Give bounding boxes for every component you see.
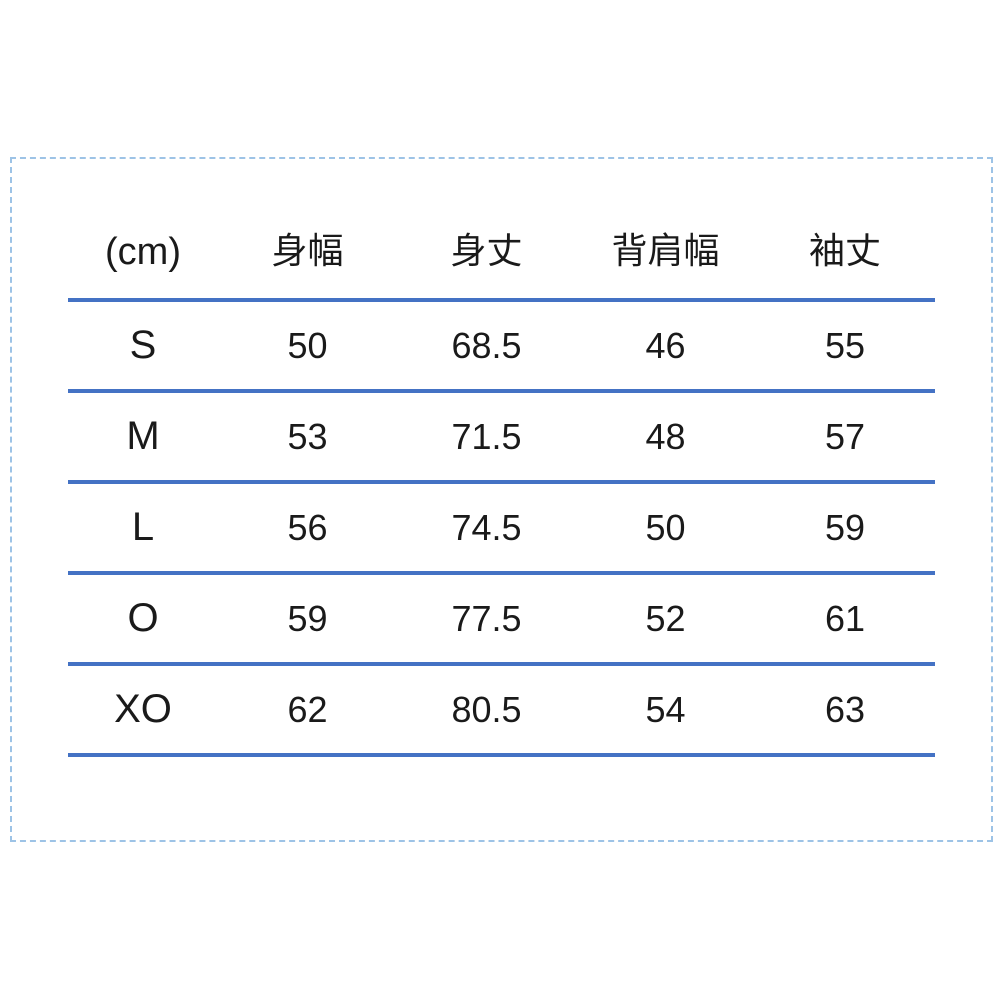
size-chart-table: (cm) 身幅 身丈 背肩幅 袖丈 S 50 68.5 46 55 M 53 [68, 157, 935, 757]
cell-m-body-width: 53 [218, 391, 397, 484]
cell-s-sleeve-length: 55 [755, 300, 935, 393]
size-label: M [68, 391, 218, 484]
column-header-body-length: 身丈 [397, 157, 576, 302]
cell-s-shoulder-width: 46 [576, 300, 755, 393]
cell-s-body-length: 68.5 [397, 300, 576, 393]
cell-l-body-length: 74.5 [397, 482, 576, 575]
cell-o-sleeve-length: 61 [755, 573, 935, 666]
size-label: S [68, 300, 218, 393]
column-header-shoulder-width: 背肩幅 [576, 157, 755, 302]
size-label: L [68, 482, 218, 575]
table-row-s: S 50 68.5 46 55 [68, 300, 935, 393]
cell-l-sleeve-length: 59 [755, 482, 935, 575]
cell-xo-body-width: 62 [218, 664, 397, 757]
cell-o-body-width: 59 [218, 573, 397, 666]
table-row-xo: XO 62 80.5 54 63 [68, 664, 935, 757]
cell-l-shoulder-width: 50 [576, 482, 755, 575]
cell-xo-body-length: 80.5 [397, 664, 576, 757]
cell-o-shoulder-width: 52 [576, 573, 755, 666]
size-label: O [68, 573, 218, 666]
cell-xo-sleeve-length: 63 [755, 664, 935, 757]
size-chart-panel: (cm) 身幅 身丈 背肩幅 袖丈 S 50 68.5 46 55 M 53 [10, 157, 993, 842]
table-row-l: L 56 74.5 50 59 [68, 482, 935, 575]
cell-o-body-length: 77.5 [397, 573, 576, 666]
cell-m-body-length: 71.5 [397, 391, 576, 484]
cell-xo-shoulder-width: 54 [576, 664, 755, 757]
cell-m-shoulder-width: 48 [576, 391, 755, 484]
table-row-m: M 53 71.5 48 57 [68, 391, 935, 484]
column-header-sleeve-length: 袖丈 [755, 157, 935, 302]
size-label: XO [68, 664, 218, 757]
unit-header-cell: (cm) [68, 157, 218, 302]
header-row: (cm) 身幅 身丈 背肩幅 袖丈 [68, 157, 935, 302]
table-row-o: O 59 77.5 52 61 [68, 573, 935, 666]
cell-s-body-width: 50 [218, 300, 397, 393]
column-header-body-width: 身幅 [218, 157, 397, 302]
cell-l-body-width: 56 [218, 482, 397, 575]
cell-m-sleeve-length: 57 [755, 391, 935, 484]
